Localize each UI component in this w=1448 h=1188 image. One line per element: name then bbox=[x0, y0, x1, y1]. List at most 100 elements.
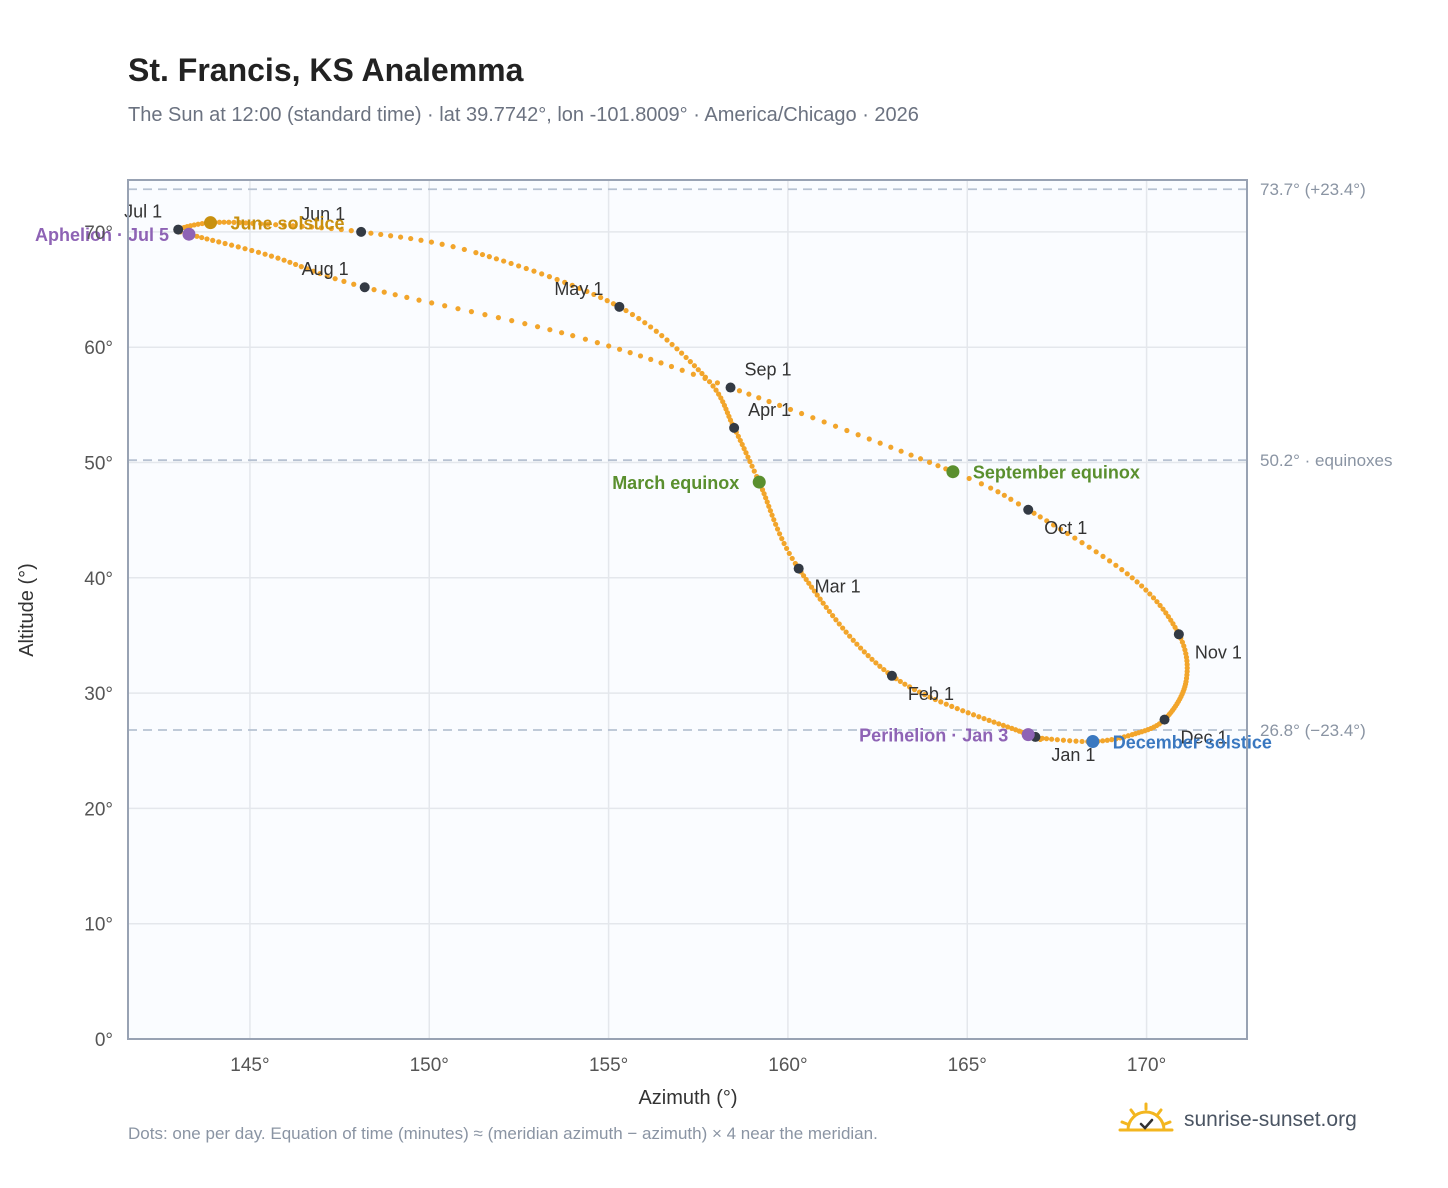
daily-dot bbox=[763, 495, 769, 501]
daily-dot bbox=[1000, 722, 1006, 729]
daily-dot bbox=[767, 508, 774, 514]
daily-dot bbox=[199, 220, 205, 227]
footnote: Dots: one per day. Equation of time (min… bbox=[128, 1124, 878, 1143]
daily-dot bbox=[341, 278, 347, 284]
daily-dot bbox=[1163, 610, 1169, 616]
daily-dot bbox=[439, 241, 445, 247]
daily-dot bbox=[493, 256, 500, 262]
daily-dot bbox=[1113, 736, 1119, 742]
daily-dot bbox=[554, 276, 560, 283]
daily-dot bbox=[1154, 599, 1160, 605]
daily-dot bbox=[986, 717, 992, 723]
daily-dot bbox=[766, 398, 772, 405]
daily-dot bbox=[351, 281, 357, 287]
daily-dot bbox=[699, 370, 705, 377]
daily-dot bbox=[501, 258, 507, 264]
daily-dot bbox=[242, 246, 248, 252]
daily-dot bbox=[881, 666, 887, 673]
daily-dot bbox=[935, 463, 941, 469]
reference-line-label: 50.2° · equinoxes bbox=[1260, 451, 1393, 470]
daily-dot bbox=[1117, 735, 1123, 741]
month-marker-label: May 1 bbox=[554, 279, 603, 299]
daily-dot bbox=[570, 333, 576, 339]
month-marker-dot bbox=[729, 422, 740, 433]
daily-dot bbox=[736, 388, 743, 394]
daily-dot bbox=[562, 279, 568, 285]
daily-dot bbox=[1125, 733, 1131, 739]
x-axis-label: Azimuth (°) bbox=[638, 1087, 737, 1109]
daily-dot bbox=[594, 340, 600, 346]
daily-dot bbox=[328, 225, 334, 232]
daily-dot bbox=[310, 268, 316, 274]
daily-dot bbox=[781, 540, 787, 547]
event-marker-label: Perihelion · Jan 3 bbox=[859, 726, 1008, 746]
daily-dot bbox=[1009, 725, 1015, 731]
daily-dot bbox=[1129, 732, 1135, 738]
daily-dot bbox=[706, 379, 713, 385]
daily-dot bbox=[906, 684, 913, 690]
daily-dot bbox=[938, 699, 944, 705]
plot-background bbox=[128, 180, 1247, 1039]
y-tick-label: 30° bbox=[84, 684, 113, 705]
daily-dot bbox=[299, 223, 305, 229]
daily-dot bbox=[531, 268, 537, 274]
daily-dot bbox=[1093, 549, 1099, 555]
daily-dot bbox=[1037, 514, 1043, 520]
daily-dot bbox=[898, 448, 904, 454]
daily-dot bbox=[1079, 540, 1085, 546]
event-marker-label: March equinox bbox=[612, 473, 739, 493]
daily-dot bbox=[317, 270, 323, 277]
x-tick-label: 155° bbox=[589, 1055, 628, 1076]
month-marker-dot bbox=[793, 563, 804, 574]
daily-dot bbox=[228, 242, 235, 248]
daily-dot bbox=[268, 253, 275, 259]
daily-dot bbox=[821, 419, 827, 425]
daily-dot bbox=[965, 710, 971, 716]
daily-dot bbox=[486, 254, 492, 260]
daily-dot bbox=[996, 721, 1002, 727]
daily-dot bbox=[991, 719, 997, 725]
month-marker-dot bbox=[1023, 504, 1034, 515]
daily-dot bbox=[281, 222, 287, 228]
daily-dot bbox=[195, 221, 201, 227]
daily-dot bbox=[482, 312, 488, 318]
daily-dot bbox=[1067, 738, 1073, 744]
daily-dot bbox=[769, 512, 775, 518]
daily-dot bbox=[509, 318, 515, 324]
daily-dot bbox=[642, 320, 648, 326]
plot-area bbox=[128, 180, 1247, 1039]
event-marker-label: September equinox bbox=[973, 463, 1140, 483]
daily-dot bbox=[243, 220, 249, 226]
daily-dot bbox=[404, 294, 410, 300]
daily-dot bbox=[1008, 496, 1014, 502]
month-marker-label: Oct 1 bbox=[1044, 518, 1087, 538]
month-marker-label: Jun 1 bbox=[301, 204, 345, 224]
daily-dot bbox=[803, 576, 809, 583]
daily-dot bbox=[616, 346, 623, 352]
daily-dot bbox=[292, 261, 299, 268]
daily-dot bbox=[606, 343, 612, 349]
daily-dot bbox=[749, 463, 755, 469]
daily-dot bbox=[679, 367, 685, 373]
daily-dot bbox=[787, 406, 794, 413]
x-tick-label: 170° bbox=[1127, 1055, 1166, 1076]
daily-dot bbox=[811, 588, 817, 594]
daily-dot bbox=[547, 327, 553, 333]
daily-dot bbox=[808, 584, 815, 590]
daily-dot bbox=[637, 353, 644, 359]
month-marker-dot bbox=[725, 382, 736, 393]
daily-dot bbox=[926, 459, 933, 465]
daily-dot bbox=[897, 678, 903, 685]
daily-dot bbox=[231, 219, 237, 225]
daily-dot bbox=[714, 380, 720, 386]
daily-dot bbox=[764, 499, 770, 505]
daily-dot bbox=[222, 240, 228, 247]
daily-dot bbox=[1057, 526, 1064, 532]
daily-dot bbox=[368, 230, 374, 236]
daily-dot bbox=[779, 536, 785, 542]
daily-dot bbox=[902, 681, 908, 687]
daily-dot bbox=[262, 251, 268, 257]
daily-dot bbox=[408, 235, 414, 242]
daily-dot bbox=[683, 354, 689, 361]
brand-logo[interactable]: sunrise-sunset.org bbox=[1118, 1100, 1357, 1140]
